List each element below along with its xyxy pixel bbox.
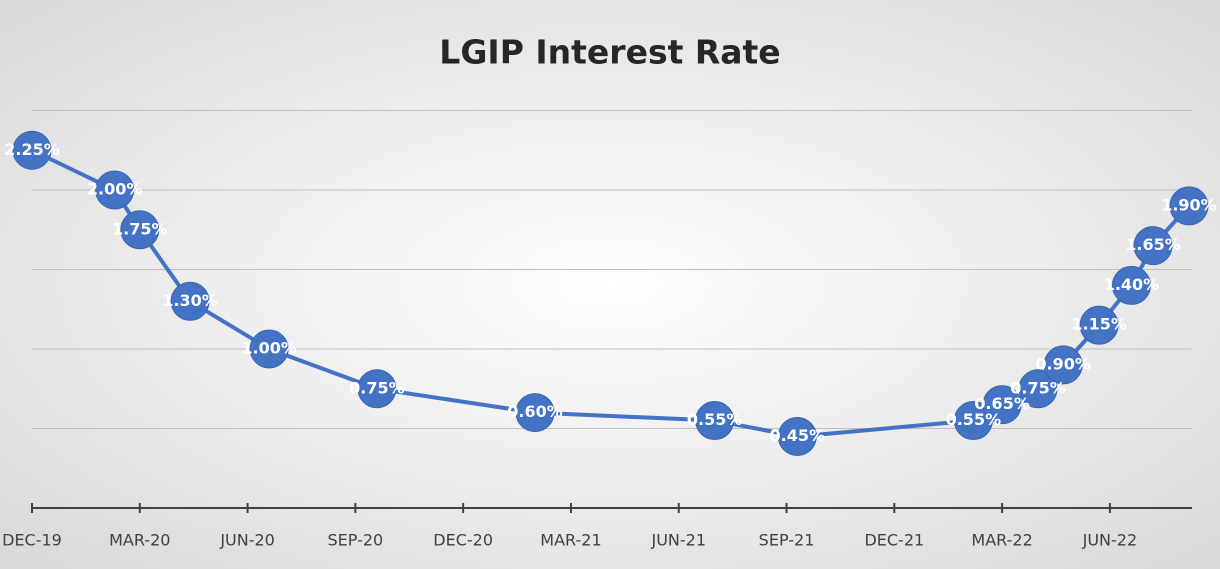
data-label: 0.90% — [1035, 354, 1091, 373]
point-marker — [95, 170, 135, 210]
x-tick-label: SEP-21 — [759, 531, 815, 550]
x-tick-label: JUN-22 — [1082, 531, 1138, 550]
point-marker — [357, 369, 397, 409]
data-label: 1.30% — [162, 291, 218, 310]
x-tick-label: DEC-21 — [864, 531, 924, 550]
data-label: 1.40% — [1104, 275, 1160, 294]
point-marker — [515, 393, 555, 433]
data-label: 1.90% — [1161, 195, 1217, 214]
data-label: 0.45% — [770, 426, 826, 445]
x-tick-label: SEP-20 — [328, 531, 384, 550]
data-label: 0.60% — [507, 402, 563, 421]
data-label: 2.00% — [87, 180, 143, 199]
data-label: 1.65% — [1125, 235, 1181, 254]
x-tick-label: MAR-20 — [109, 531, 170, 550]
data-label: 0.75% — [1010, 378, 1066, 397]
point-marker — [170, 281, 210, 321]
x-tick-label: DEC-20 — [433, 531, 493, 550]
data-label: 1.15% — [1071, 315, 1127, 334]
point-marker — [1133, 226, 1173, 266]
x-tick-label: MAR-21 — [540, 531, 601, 550]
point-marker — [12, 130, 52, 170]
point-marker — [695, 401, 735, 441]
data-label: 1.00% — [241, 339, 297, 358]
data-label: 0.75% — [349, 378, 405, 397]
chart-title: LGIP Interest Rate — [439, 33, 780, 72]
point-marker — [120, 210, 160, 250]
point-marker — [249, 329, 289, 369]
x-tick-label: DEC-19 — [2, 531, 62, 550]
data-label: 0.65% — [974, 394, 1030, 413]
x-tick-label: JUN-20 — [219, 531, 275, 550]
point-marker — [1079, 305, 1119, 345]
point-marker — [1169, 186, 1209, 226]
point-marker — [1043, 345, 1083, 385]
x-tick-label: JUN-21 — [650, 531, 706, 550]
data-label: 0.55% — [946, 410, 1002, 429]
point-marker — [982, 385, 1022, 425]
point-marker — [1111, 265, 1151, 305]
data-label: 0.55% — [687, 410, 743, 429]
data-label: 1.75% — [112, 219, 168, 238]
data-label: 2.25% — [4, 140, 60, 159]
point-marker — [1018, 369, 1058, 409]
x-tick-label: MAR-22 — [971, 531, 1032, 550]
point-marker — [777, 416, 817, 456]
